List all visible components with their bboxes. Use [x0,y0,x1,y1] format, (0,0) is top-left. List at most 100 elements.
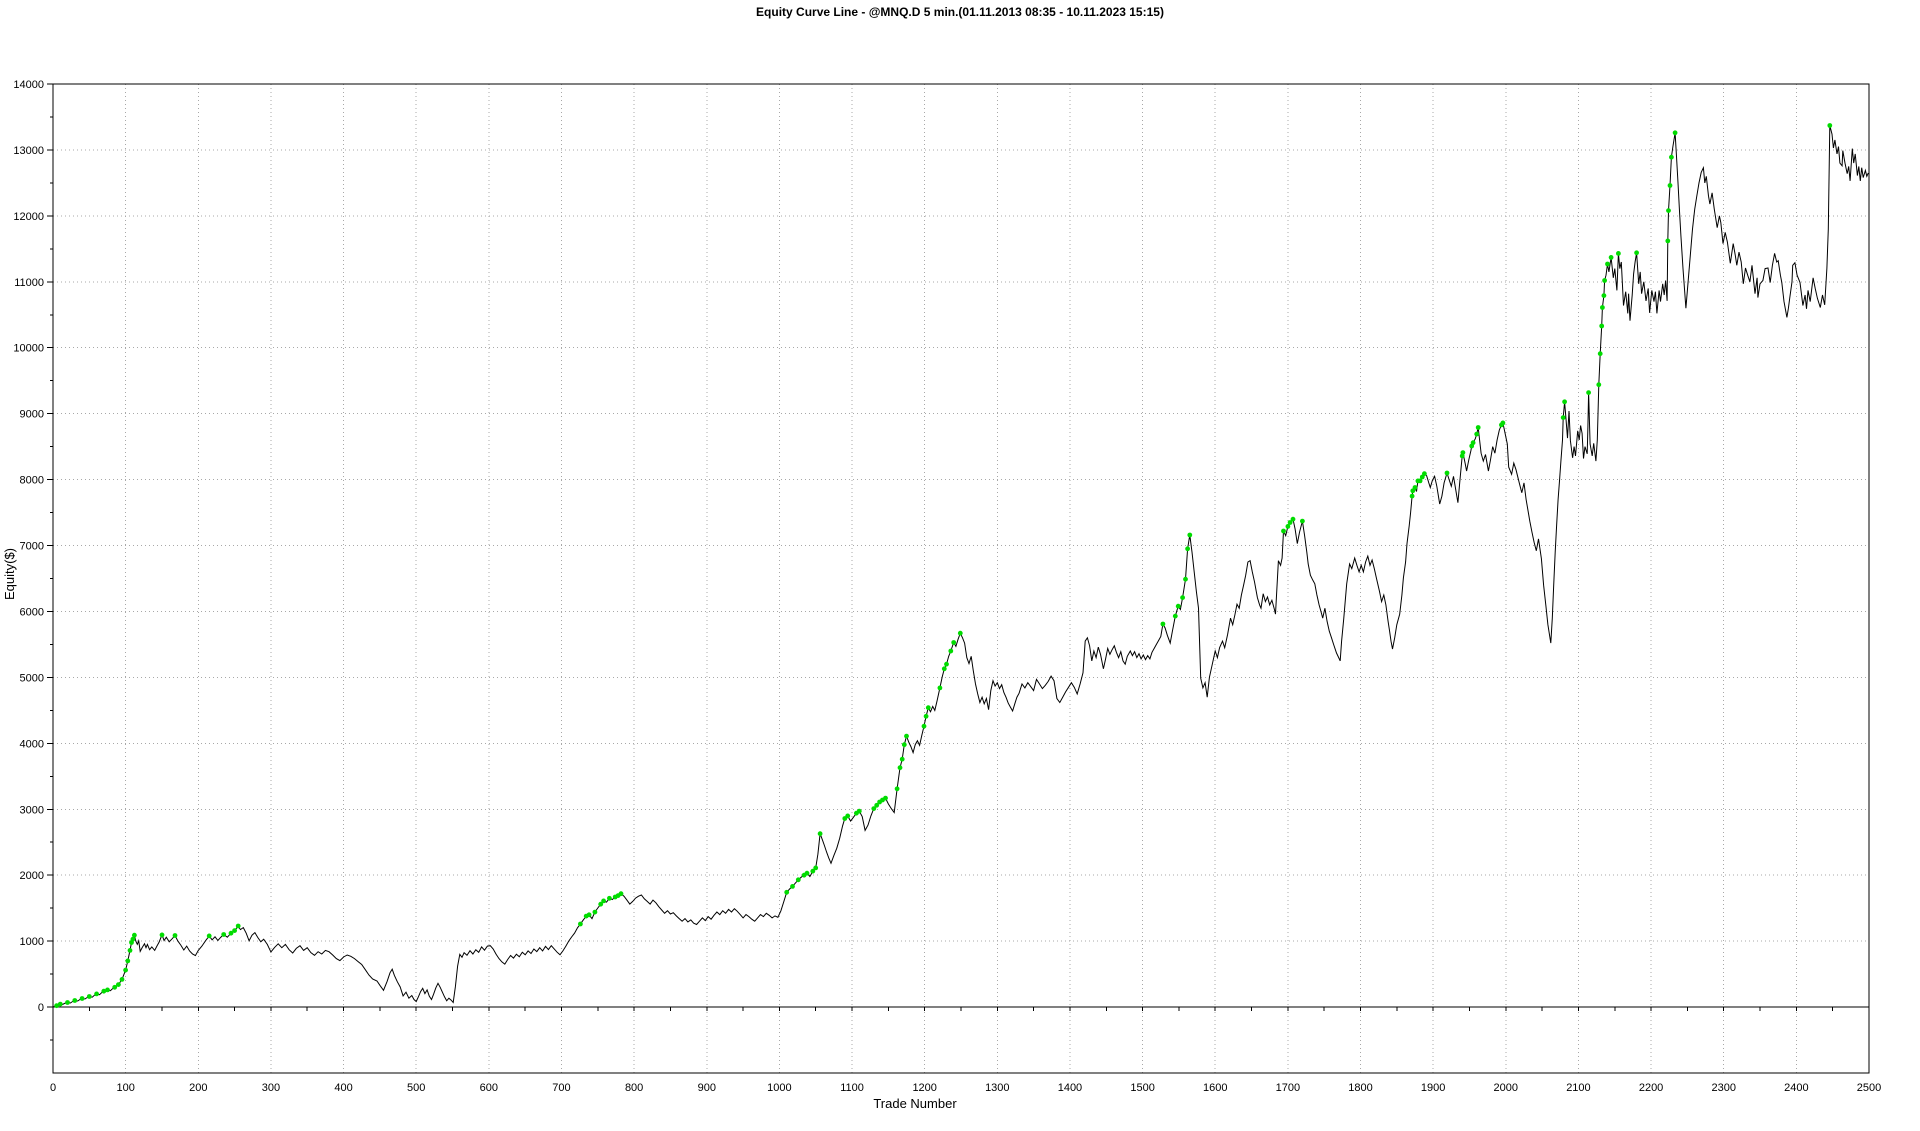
x-axis-title: Trade Number [873,1096,957,1111]
new-high-marker [1470,440,1476,446]
new-high-marker [944,661,949,667]
new-high-marker [1665,238,1671,244]
new-high-marker [1634,250,1639,256]
new-high-marker [817,831,823,837]
y-tick-label: 0 [38,1002,44,1014]
new-high-marker [921,723,927,729]
chart-title: Equity Curve Line - @MNQ.D 5 min.(01.11.… [756,5,1164,19]
new-high-marker [941,666,947,672]
x-tick-label: 1400 [1058,1082,1082,1094]
new-high-markers [54,123,1833,1009]
new-high-marker [1616,251,1621,256]
zero-axis-line [53,1006,1869,1012]
x-tick-label: 500 [407,1082,425,1094]
new-high-marker [1560,415,1566,420]
new-high-marker [86,994,92,999]
new-high-marker [1290,516,1296,522]
new-high-marker [1597,351,1603,357]
new-high-marker [810,868,816,874]
new-high-marker [1187,532,1193,538]
new-high-marker [119,977,125,982]
new-high-marker [592,909,598,915]
new-high-marker [1605,261,1610,267]
x-tick-label: 2200 [1639,1082,1663,1094]
y-tick-label: 5000 [20,672,44,684]
new-high-marker [901,742,907,748]
y-tick-label: 9000 [20,409,44,421]
plot-frame [52,83,1870,1074]
x-tick-label: 1700 [1276,1082,1300,1094]
new-high-marker [813,865,819,871]
new-high-marker [804,870,810,876]
new-high-marker [57,1001,63,1007]
new-high-marker [1601,293,1607,298]
x-tick-label: 1200 [912,1082,936,1094]
new-high-marker [925,705,931,711]
new-high-marker [1666,208,1671,214]
new-high-marker [159,932,165,938]
new-high-marker [1596,382,1602,388]
new-high-marker [232,928,238,933]
equity-curve-line [52,125,1869,1008]
y-axis-title: Equity($) [2,547,17,601]
new-high-marker [897,765,903,771]
new-high-marker [845,813,851,819]
new-high-marker [1300,518,1305,524]
new-high-marker [957,630,963,636]
new-high-marker [1586,390,1591,395]
x-tick-label: 1000 [767,1082,791,1094]
new-high-marker [1460,450,1466,455]
new-high-marker [874,802,880,808]
new-high-marker [1444,470,1450,476]
y-tick-label: 3000 [20,804,44,816]
new-high-marker [856,808,862,814]
new-high-marker [1183,576,1188,582]
new-high-marker [1172,613,1178,619]
x-tick-label: 700 [552,1082,570,1094]
new-high-marker [112,984,118,990]
new-high-marker [1669,154,1674,160]
new-high-marker [79,996,85,1001]
new-high-marker [790,884,795,889]
new-high-marker [1608,255,1614,260]
new-high-marker [123,967,128,973]
new-high-marker [1160,621,1166,627]
new-high-marker [1667,183,1673,188]
x-tick-label: 1900 [1421,1082,1445,1094]
new-high-marker [1412,485,1418,490]
new-high-marker [1599,323,1605,329]
new-high-marker [618,891,624,897]
y-tick-label: 11000 [14,277,44,289]
new-high-marker [784,889,790,895]
new-high-marker [130,936,136,942]
new-high-marker [899,756,905,762]
new-high-marker [172,933,178,938]
new-high-marker [601,898,606,904]
new-high-marker [1180,595,1185,600]
y-tick-label: 8000 [20,475,44,487]
x-tick-label: 2000 [1494,1082,1518,1094]
new-high-marker [235,923,241,929]
new-high-marker [1409,493,1415,499]
new-high-marker [894,786,900,792]
new-high-marker [1474,431,1480,437]
x-tick-label: 1300 [985,1082,1009,1094]
new-high-marker [948,648,954,654]
new-high-marker [1827,123,1833,128]
x-tick-label: 800 [625,1082,643,1094]
new-high-marker [94,991,99,997]
new-high-marker [206,933,212,939]
new-high-marker [54,1003,59,1009]
y-tick-label: 12000 [13,211,44,223]
new-high-marker [923,713,929,719]
new-high-marker [1417,478,1423,484]
new-high-marker [72,998,78,1003]
new-high-marker [951,640,957,645]
y-tick-label: 7000 [20,541,44,553]
new-high-marker [1175,603,1181,609]
x-tick-label: 2400 [1784,1082,1808,1094]
new-high-marker [1185,546,1190,552]
new-high-marker [125,958,131,964]
